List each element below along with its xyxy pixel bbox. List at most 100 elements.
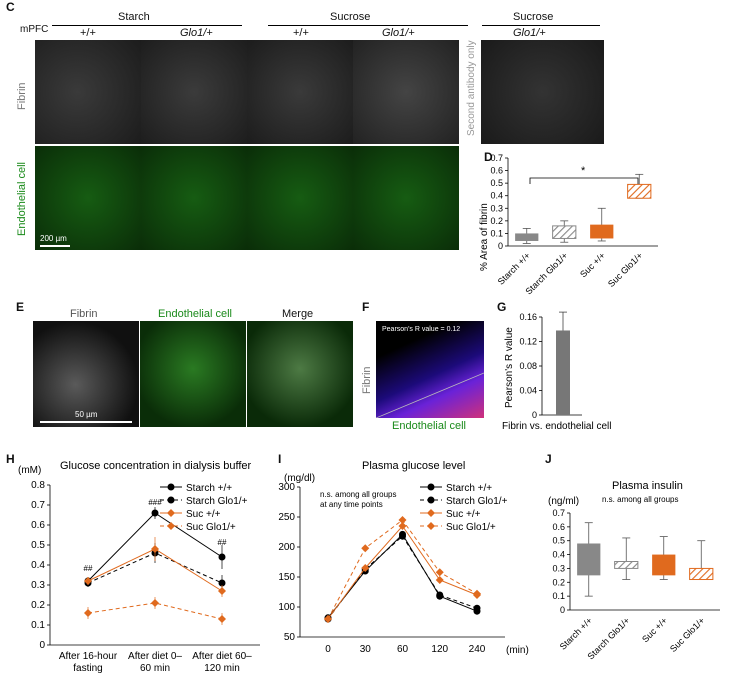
legend-marker	[427, 496, 435, 504]
box	[590, 224, 614, 239]
control-label: Second antibody only	[466, 40, 477, 136]
data-point	[398, 522, 407, 530]
x-tick-label: Suc Glo1/+	[668, 615, 707, 654]
scale-bar-label-c: 200 µm	[40, 234, 67, 243]
y-tick-label: 0.4	[490, 191, 503, 201]
y-tick-label: 300	[278, 482, 295, 493]
legend-marker	[427, 483, 435, 491]
x-tick-label: 60	[397, 644, 409, 655]
panel-d-letter: D	[484, 150, 493, 164]
legend-label: Suc Glo1/+	[186, 522, 236, 533]
micrograph-fibrin-sucrose-glo1	[353, 40, 459, 144]
panel-d-sig-bracket	[529, 177, 639, 184]
panel-e-label-endothelial: Endothelial cell	[158, 308, 232, 320]
data-point	[84, 577, 92, 585]
genotype-starch-wt: +/+	[80, 27, 96, 39]
panel-g-axis: 0 0.04 0.08 0.12 0.16	[519, 312, 582, 420]
panel-e-label-merge: Merge	[282, 308, 314, 320]
box	[614, 561, 639, 569]
panel-i-lines	[324, 516, 481, 623]
legend-marker	[167, 483, 175, 491]
y-tick-label: 100	[278, 602, 295, 613]
panel-j-axis: 0 0.1 0.2 0.3 0.4 0.5 0.6 0.7	[552, 508, 720, 615]
data-point	[361, 564, 370, 572]
box	[627, 183, 652, 199]
panel-h-legend: Starch +/+ Starch Glo1/+ Suc +/+ Suc Glo1/+	[160, 483, 248, 533]
micrograph-endo-sucrose-glo1	[353, 146, 459, 250]
panel-i-letter: I	[278, 452, 282, 466]
y-tick-label: 0	[498, 241, 503, 251]
scatter-density-plot: Pearson's R value = 0.12	[376, 321, 484, 418]
legend-marker	[167, 509, 175, 517]
panel-i-axis: 50 100 150 200 250 300 0 30 60 120 240	[278, 482, 505, 655]
group-label-starch: Starch	[118, 11, 150, 23]
series-line	[327, 535, 478, 620]
region-label: mPFC	[20, 24, 49, 35]
micrograph-e-endothelial	[140, 321, 246, 427]
data-point	[151, 509, 159, 517]
data-point	[218, 553, 226, 561]
y-tick-label: 0.1	[490, 228, 503, 238]
micrograph-fibrin-starch-glo1	[141, 40, 247, 144]
panel-i-chart: (mg/dl) Plasma glucose level n.s. among …	[278, 460, 528, 656]
genotype-sucrose-wt: +/+	[293, 27, 309, 39]
panel-h-letter: H	[6, 452, 15, 466]
data-point	[398, 516, 407, 524]
legend-marker	[427, 509, 435, 517]
significance-mark: ###	[148, 498, 162, 507]
x-tick-label: Suc Glo1/+	[606, 250, 645, 289]
panel-e-label-fibrin: Fibrin	[70, 308, 98, 320]
panel-f-regression-line	[376, 372, 484, 418]
box	[577, 543, 601, 576]
y-tick-label: 0.5	[490, 178, 503, 188]
panel-g-xlabel: Fibrin vs. endothelial cell	[502, 421, 612, 432]
panel-f-xlabel: Endothelial cell	[392, 420, 466, 432]
legend-label: Suc +/+	[446, 509, 481, 520]
x-tick-label: 240	[469, 644, 486, 655]
y-tick-label: 0	[560, 605, 565, 615]
panel-i-unit: (mg/dl)	[284, 473, 315, 484]
micrograph-fibrin-sucrose-wt	[247, 40, 353, 144]
y-tick-label: 0.5	[31, 540, 45, 551]
legend-marker	[167, 522, 175, 530]
data-point	[151, 599, 159, 607]
y-tick-label: 0.5	[552, 536, 565, 546]
y-tick-label: 0.7	[490, 153, 503, 163]
group-line-sucrose	[268, 25, 468, 26]
micrograph-endo-starch-wt	[35, 146, 141, 250]
panel-i-note2: at any time points	[320, 500, 383, 509]
significance-mark: ##	[218, 538, 227, 547]
panel-d-chart: % Area of fibrin 00.10.20.30.40.50.60.7 …	[479, 153, 658, 297]
panel-g-ylabel: Pearson's R value	[504, 327, 515, 408]
x-tick-label: After diet 60–	[192, 651, 252, 662]
y-tick-label: 0.04	[519, 386, 537, 396]
row-label-endothelial: Endothelial cell	[16, 162, 28, 236]
group-line-sucrose-control	[482, 25, 600, 26]
data-point	[218, 615, 226, 623]
panel-i-legend: Starch +/+ Starch Glo1/+ Suc +/+ Suc Glo1/+	[420, 483, 508, 533]
panel-h-title: Glucose concentration in dialysis buffer	[60, 460, 252, 472]
y-tick-label: 0.6	[552, 522, 565, 532]
y-tick-label: 0.7	[31, 500, 45, 511]
data-point	[473, 589, 481, 598]
panel-g-chart: Pearson's R value 0 0.04 0.08 0.12 0.16 Fibr…	[502, 311, 612, 432]
panel-i-title: Plasma glucose level	[362, 460, 465, 472]
y-tick-label: 200	[278, 542, 295, 553]
data-point	[435, 576, 444, 584]
x-tick-label: 0	[325, 644, 331, 655]
y-tick-label: 0.6	[31, 520, 45, 531]
panel-g-bars	[556, 311, 570, 415]
series-line	[327, 525, 478, 620]
legend-label: Starch +/+	[186, 483, 232, 494]
data-point	[435, 568, 444, 577]
box	[652, 554, 676, 576]
panel-i-note1: n.s. among all groups	[320, 490, 397, 499]
panel-c-letter: C	[6, 0, 15, 14]
micrograph-endo-starch-glo1	[141, 146, 247, 250]
y-tick-label: 0.3	[552, 563, 565, 573]
data-point	[473, 604, 481, 612]
legend-label: Starch +/+	[446, 483, 492, 494]
group-label-sucrose-control: Sucrose	[513, 11, 554, 23]
panel-j-chart: Plasma insulin (ng/ml) n.s. among all gr…	[548, 480, 720, 662]
y-tick-label: 0.7	[552, 508, 565, 518]
